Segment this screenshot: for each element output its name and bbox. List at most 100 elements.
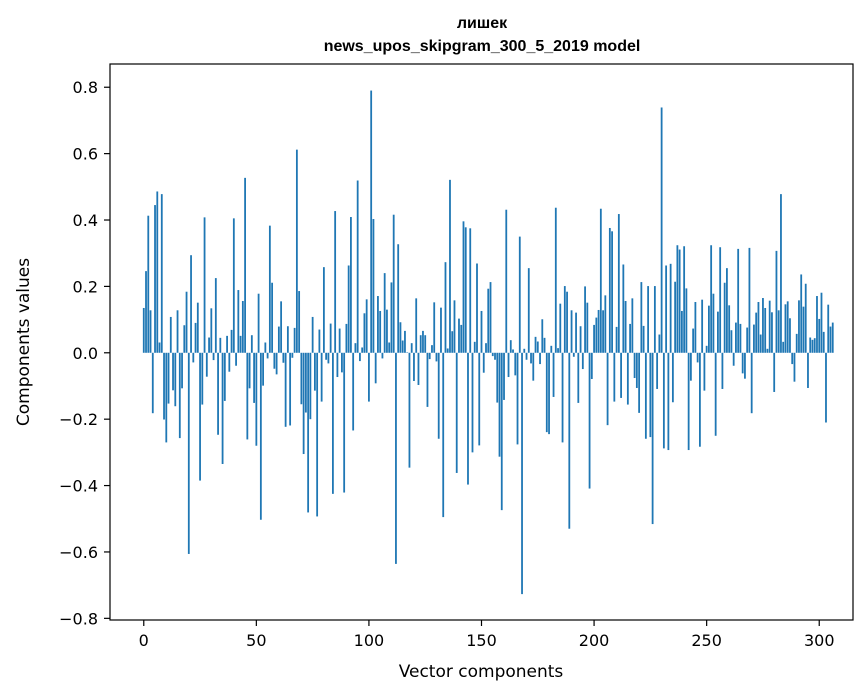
bar-component-18 bbox=[183, 325, 186, 353]
bar-component-0 bbox=[142, 307, 145, 353]
bar-component-159 bbox=[500, 352, 503, 511]
bar-component-85 bbox=[334, 211, 337, 353]
bar-component-281 bbox=[775, 250, 778, 353]
x-tick-label: 300 bbox=[804, 631, 835, 650]
bar-component-33 bbox=[217, 352, 219, 435]
bar-component-251 bbox=[708, 305, 710, 353]
bar-component-287 bbox=[789, 318, 791, 353]
bar-component-137 bbox=[451, 331, 454, 353]
bar-component-305 bbox=[829, 326, 832, 353]
bar-component-46 bbox=[246, 352, 249, 440]
bar-component-218 bbox=[633, 352, 636, 379]
bar-component-104 bbox=[377, 296, 379, 353]
bar-component-113 bbox=[397, 244, 400, 353]
bar-component-26 bbox=[201, 352, 204, 405]
bar-component-131 bbox=[437, 352, 440, 439]
bar-component-58 bbox=[273, 352, 276, 369]
bar-component-270 bbox=[750, 352, 753, 414]
bar-component-38 bbox=[228, 352, 231, 372]
bar-component-233 bbox=[667, 352, 670, 451]
bar-component-280 bbox=[773, 352, 776, 392]
bar-component-279 bbox=[771, 312, 773, 353]
bar-component-228 bbox=[656, 352, 659, 389]
bar-component-226 bbox=[651, 352, 654, 525]
bar-component-32 bbox=[214, 278, 217, 353]
bar-component-80 bbox=[322, 267, 325, 353]
y-tick-label: −0.2 bbox=[59, 410, 98, 429]
bar-component-168 bbox=[521, 352, 523, 595]
bar-component-149 bbox=[478, 352, 481, 446]
bar-component-176 bbox=[539, 352, 541, 365]
bar-component-86 bbox=[336, 352, 339, 378]
bar-component-271 bbox=[753, 324, 755, 353]
bar-component-25 bbox=[199, 352, 201, 481]
y-tick-label: 0.8 bbox=[73, 78, 98, 97]
bar-component-241 bbox=[685, 288, 688, 353]
bar-component-235 bbox=[671, 352, 674, 403]
bar-component-203 bbox=[599, 208, 602, 353]
bar-component-126 bbox=[426, 352, 429, 407]
bar-component-68 bbox=[295, 149, 298, 353]
bar-component-179 bbox=[545, 352, 548, 433]
bar-component-174 bbox=[534, 336, 537, 353]
bar-component-172 bbox=[530, 352, 532, 364]
bar-component-236 bbox=[674, 281, 677, 353]
bar-component-87 bbox=[338, 328, 341, 353]
bar-component-188 bbox=[566, 291, 568, 353]
bar-component-91 bbox=[347, 265, 350, 353]
bar-component-197 bbox=[586, 302, 589, 353]
bar-component-30 bbox=[210, 308, 213, 353]
bar-component-8 bbox=[160, 194, 163, 353]
bar-component-162 bbox=[507, 352, 510, 378]
x-tick-label: 250 bbox=[691, 631, 722, 650]
bar-component-27 bbox=[203, 217, 206, 353]
y-tick-label: −0.4 bbox=[59, 477, 98, 496]
bar-component-297 bbox=[811, 339, 814, 353]
bar-component-184 bbox=[557, 348, 559, 353]
bar-component-138 bbox=[453, 300, 456, 353]
bar-component-299 bbox=[816, 296, 818, 353]
bar-component-75 bbox=[311, 316, 314, 353]
bar-component-153 bbox=[487, 288, 490, 353]
bar-component-157 bbox=[496, 352, 499, 403]
bar-component-205 bbox=[604, 295, 607, 353]
chart-subtitle: news_upos_skipgram_300_5_2019 model bbox=[324, 38, 641, 55]
bar-component-240 bbox=[683, 246, 686, 353]
bar-component-155 bbox=[491, 352, 494, 357]
bar-component-139 bbox=[455, 352, 458, 473]
bar-component-150 bbox=[480, 310, 483, 353]
bar-component-47 bbox=[248, 352, 251, 389]
y-tick-label: 0.6 bbox=[73, 145, 98, 164]
bar-component-6 bbox=[156, 191, 159, 353]
bar-component-7 bbox=[158, 342, 161, 353]
bar-component-51 bbox=[257, 293, 260, 353]
bar-component-215 bbox=[626, 352, 629, 405]
bar-component-78 bbox=[318, 329, 321, 353]
bar-component-301 bbox=[820, 292, 823, 353]
bar-component-53 bbox=[262, 352, 264, 386]
bar-component-19 bbox=[185, 291, 188, 353]
bar-component-45 bbox=[244, 177, 246, 353]
bar-component-292 bbox=[800, 274, 803, 353]
bar-component-175 bbox=[536, 341, 539, 353]
bar-component-123 bbox=[419, 335, 422, 353]
bar-component-95 bbox=[356, 180, 359, 353]
x-axis-ticks: 0 50 100 150 200 250 300 bbox=[139, 620, 835, 650]
x-tick-label: 150 bbox=[466, 631, 497, 650]
x-axis-label: Vector components bbox=[399, 662, 564, 682]
bar-component-148 bbox=[476, 263, 478, 353]
bar-component-158 bbox=[498, 352, 501, 457]
bar-component-209 bbox=[613, 352, 616, 402]
bar-component-84 bbox=[332, 352, 334, 494]
bar-component-55 bbox=[266, 352, 269, 359]
bar-component-112 bbox=[395, 352, 397, 564]
bar-component-220 bbox=[638, 352, 641, 413]
bar-component-284 bbox=[782, 341, 785, 353]
bar-component-13 bbox=[172, 352, 174, 391]
bar-component-133 bbox=[442, 352, 445, 518]
bar-component-132 bbox=[440, 307, 442, 353]
bar-component-274 bbox=[759, 334, 762, 353]
bar-component-92 bbox=[350, 217, 352, 353]
bar-component-106 bbox=[381, 352, 384, 359]
bar-component-111 bbox=[392, 214, 395, 353]
